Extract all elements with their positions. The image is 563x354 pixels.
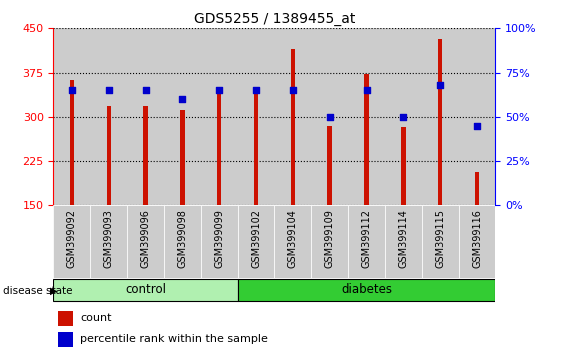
Text: GSM399093: GSM399093 <box>104 209 114 268</box>
Bar <box>201 205 238 278</box>
Text: GSM399109: GSM399109 <box>325 209 335 268</box>
Bar <box>328 126 332 205</box>
Point <box>325 114 334 120</box>
Point <box>362 87 371 93</box>
Bar <box>348 28 385 205</box>
Point <box>252 87 261 93</box>
Bar <box>201 28 238 205</box>
Bar <box>311 28 348 205</box>
Text: GSM399096: GSM399096 <box>141 209 150 268</box>
Bar <box>385 205 422 278</box>
Text: ▶: ▶ <box>50 286 57 296</box>
Bar <box>438 39 443 205</box>
Bar <box>127 205 164 278</box>
Bar <box>180 110 185 205</box>
Point <box>399 114 408 120</box>
Point <box>215 87 224 93</box>
Text: GSM399104: GSM399104 <box>288 209 298 268</box>
Bar <box>422 28 459 205</box>
Bar <box>70 80 74 205</box>
Text: GSM399102: GSM399102 <box>251 209 261 268</box>
Bar <box>58 332 73 347</box>
Bar <box>238 279 495 302</box>
Text: percentile rank within the sample: percentile rank within the sample <box>80 335 268 344</box>
Bar <box>90 28 127 205</box>
Bar <box>401 127 405 205</box>
Bar <box>144 106 148 205</box>
Text: GSM399099: GSM399099 <box>214 209 224 268</box>
Text: GSM399098: GSM399098 <box>177 209 187 268</box>
Bar <box>385 28 422 205</box>
Point <box>104 87 113 93</box>
Bar <box>291 49 295 205</box>
Text: GSM399112: GSM399112 <box>361 209 372 268</box>
Bar <box>238 205 275 278</box>
Text: control: control <box>125 283 166 296</box>
Point <box>472 123 481 129</box>
Point <box>68 87 77 93</box>
Bar <box>53 279 238 302</box>
Bar <box>364 74 369 205</box>
Bar <box>164 205 201 278</box>
Point <box>178 96 187 102</box>
Text: GSM399115: GSM399115 <box>435 209 445 268</box>
Bar <box>127 28 164 205</box>
Bar <box>164 28 201 205</box>
Bar <box>475 172 479 205</box>
Text: disease state: disease state <box>3 286 72 296</box>
Text: count: count <box>80 313 111 323</box>
Bar <box>217 91 221 205</box>
Bar <box>53 28 90 205</box>
Bar <box>254 88 258 205</box>
Text: GSM399116: GSM399116 <box>472 209 482 268</box>
Bar <box>90 205 127 278</box>
Bar <box>275 28 311 205</box>
Point <box>141 87 150 93</box>
Bar <box>459 205 495 278</box>
Bar <box>238 28 275 205</box>
Bar <box>348 205 385 278</box>
Bar <box>459 28 495 205</box>
Bar <box>106 106 111 205</box>
Bar <box>311 205 348 278</box>
Text: GSM399092: GSM399092 <box>67 209 77 268</box>
Text: diabetes: diabetes <box>341 283 392 296</box>
Bar <box>58 311 73 326</box>
Bar <box>53 205 90 278</box>
Point <box>288 87 297 93</box>
Bar <box>275 205 311 278</box>
Point <box>436 82 445 88</box>
Title: GDS5255 / 1389455_at: GDS5255 / 1389455_at <box>194 12 355 26</box>
Text: GSM399114: GSM399114 <box>399 209 408 268</box>
Bar <box>422 205 459 278</box>
